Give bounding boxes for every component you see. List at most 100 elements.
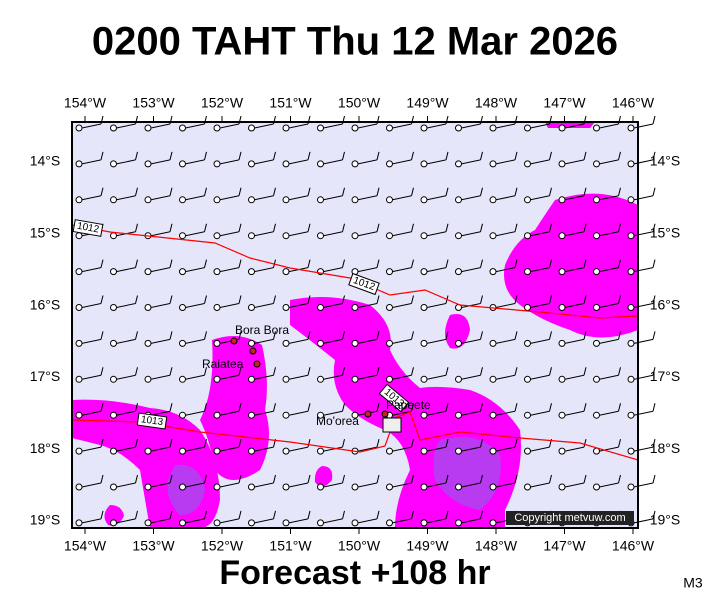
barb-station — [558, 483, 566, 491]
barb-station — [213, 339, 221, 347]
barb-shaft — [426, 267, 447, 273]
barb-feather — [238, 474, 242, 484]
barb-feather — [514, 295, 518, 304]
lon-label: 152°W — [201, 95, 244, 111]
barb-station — [524, 268, 531, 276]
barb-station — [386, 196, 393, 204]
barb-feather — [549, 331, 552, 340]
barb-shaft — [426, 195, 447, 201]
wind-barb — [179, 403, 207, 419]
lon-label: 146°W — [612, 95, 655, 111]
barb-station — [213, 375, 221, 383]
wind-barb — [179, 295, 207, 311]
barb-feather — [514, 223, 518, 232]
wind-barb — [282, 187, 311, 204]
wind-barbs — [75, 115, 656, 527]
title: 0200 TAHT Thu 12 Mar 2026 — [92, 20, 618, 64]
barb-shaft — [323, 518, 343, 524]
barb-feather — [652, 367, 656, 376]
barb-shaft — [599, 231, 619, 237]
barb-shaft — [530, 446, 550, 452]
wind-barb — [386, 367, 414, 383]
barb-feather — [169, 259, 173, 268]
barb-feather — [238, 510, 242, 520]
barb-shaft — [564, 231, 585, 237]
wind-barb — [455, 474, 483, 491]
wind-barb — [627, 187, 656, 204]
lat-label: 17°S — [650, 368, 681, 384]
barb-station — [144, 447, 152, 455]
barb-shaft — [599, 374, 619, 380]
barb-feather — [342, 187, 345, 196]
barb-station — [144, 519, 152, 527]
wind-barb — [110, 474, 138, 491]
wind-barb — [317, 438, 345, 455]
wind-barb — [75, 474, 104, 491]
barb-station — [282, 304, 290, 311]
barb-station — [420, 447, 428, 455]
lat-label: 18°S — [30, 440, 61, 456]
barb-station — [558, 196, 566, 204]
barb-feather — [376, 259, 380, 268]
barb-feather — [376, 403, 380, 412]
barb-shaft — [185, 195, 205, 201]
barb-station — [248, 483, 255, 491]
barb-shaft — [185, 123, 205, 129]
barb-feather — [135, 474, 138, 484]
barb-feather — [342, 403, 345, 412]
barb-feather — [618, 474, 621, 484]
barb-station — [593, 124, 600, 132]
barb-shaft — [150, 195, 171, 201]
barb-feather — [342, 223, 345, 232]
wind-barb — [386, 474, 414, 491]
barb-station — [248, 304, 255, 311]
wind-barb — [455, 510, 483, 527]
barb-station — [75, 268, 83, 276]
lon-label: 150°W — [338, 538, 381, 554]
barb-shaft — [150, 267, 171, 273]
barb-feather — [100, 510, 104, 520]
barb-station — [386, 160, 393, 168]
barb-station — [627, 483, 635, 491]
barb-shaft — [288, 123, 309, 129]
wind-barb — [489, 223, 518, 240]
barb-feather — [204, 223, 207, 232]
wind-barb — [558, 474, 587, 491]
barb-feather — [652, 510, 656, 520]
barb-station — [144, 160, 152, 168]
barb-shaft — [357, 446, 378, 452]
barb-shaft — [392, 267, 412, 273]
barb-shaft — [564, 303, 585, 308]
barb-station — [420, 124, 428, 132]
barb-station — [282, 483, 290, 491]
isobar-label: 1012 — [76, 221, 100, 236]
barb-station — [75, 375, 83, 383]
barb-station — [593, 411, 600, 419]
place-label: Bora Bora — [235, 323, 289, 337]
barb-station — [455, 232, 462, 240]
barb-station — [282, 411, 290, 419]
barb-station — [455, 339, 462, 347]
barb-shaft — [392, 123, 412, 129]
barb-station — [144, 375, 152, 383]
barb-station — [213, 196, 221, 204]
barb-feather — [514, 438, 518, 448]
wind-barb — [524, 367, 552, 383]
wind-barb — [489, 403, 518, 419]
barb-station — [627, 411, 635, 419]
wind-barb — [213, 510, 242, 527]
wind-barb — [627, 331, 656, 347]
barb-shaft — [426, 159, 447, 165]
wind-barb — [75, 187, 104, 204]
lat-label: 16°S — [30, 296, 61, 312]
barb-station — [75, 232, 83, 240]
barb-station — [627, 339, 635, 347]
barb-station — [110, 160, 117, 168]
barb-shaft — [495, 159, 516, 165]
barb-feather — [135, 259, 138, 268]
barb-station — [489, 124, 497, 132]
wind-barb — [524, 115, 552, 132]
barb-feather — [480, 295, 483, 304]
barb-feather — [411, 510, 414, 520]
barb-feather — [342, 367, 345, 376]
